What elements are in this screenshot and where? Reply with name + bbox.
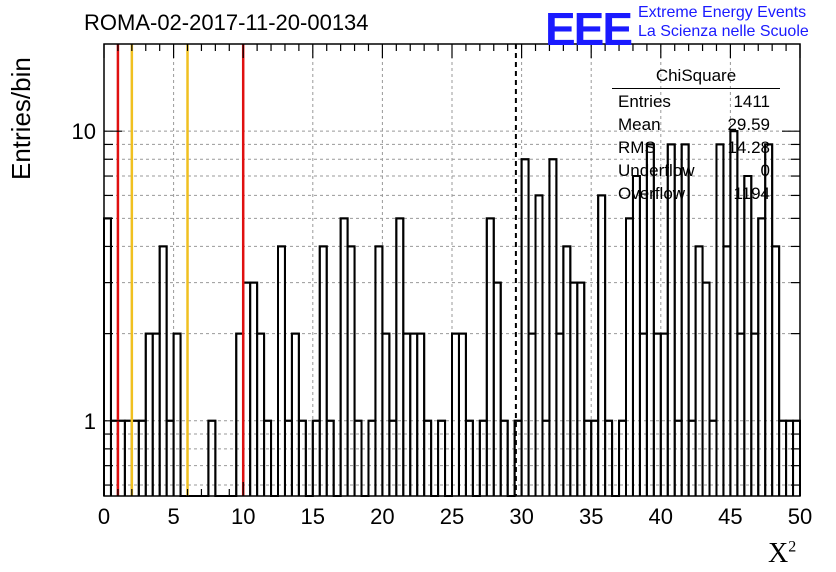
stats-row-entries: Entries 1411 (612, 90, 780, 113)
stats-row-underflow: Underflow 0 (612, 159, 780, 182)
histogram-bin (277, 245, 286, 496)
x-tick-label: 5 (167, 504, 179, 529)
y-tick-label: 1 (84, 409, 96, 434)
histogram-bin (576, 281, 586, 496)
eee-logo: EEE (545, 3, 633, 55)
histogram-bin (492, 281, 502, 496)
reference-lines (116, 44, 517, 496)
histogram-bin (625, 217, 634, 496)
histogram-bin (652, 332, 662, 496)
x-tick-label: 0 (98, 504, 110, 529)
stats-label: Overflow (618, 184, 686, 203)
histogram-bin (457, 332, 467, 496)
stats-label: Entries (618, 92, 671, 111)
x-tick-label: 30 (509, 504, 533, 529)
histogram-bin (256, 332, 266, 496)
histogram-bin (451, 332, 460, 496)
histogram-bin (701, 281, 711, 496)
histogram-bin (631, 175, 641, 496)
histogram-bin (290, 332, 300, 496)
stats-row-mean: Mean 29.59 (612, 113, 780, 136)
stats-value: 1411 (733, 92, 770, 111)
x-axis-label: X2 (768, 538, 797, 569)
histogram-bin (562, 245, 572, 496)
histogram-bin (659, 332, 669, 496)
histogram-bin (485, 217, 495, 496)
x-tick-label: 10 (231, 504, 255, 529)
x-tick-label: 50 (788, 504, 812, 529)
histogram-bin (534, 194, 544, 496)
y-axis-label: Entries/bin (6, 57, 36, 180)
x-tick-label: 40 (649, 504, 673, 529)
stats-label: RMS (618, 138, 656, 157)
histogram-bin (249, 281, 259, 496)
histogram-bin (318, 245, 328, 496)
histogram-bin (416, 332, 426, 496)
histogram-bin (374, 245, 384, 496)
ticks: 0 5 10 15 20 25 30 35 40 45 50 1 10 (72, 44, 812, 529)
run-title: ROMA-02-2017-11-20-00134 (84, 10, 369, 35)
stats-row-overflow: Overflow 1194 (612, 182, 780, 205)
histogram-bin (569, 281, 579, 496)
x-tick-label: 20 (370, 504, 394, 529)
histogram-bin (520, 158, 530, 496)
stats-value: 14.28 (727, 138, 770, 157)
histogram-bin (144, 332, 154, 496)
stats-value: 1194 (733, 184, 770, 203)
histogram-bin (743, 175, 753, 496)
histogram-bin (103, 217, 112, 496)
histogram-bin (694, 245, 704, 496)
histogram-bin (750, 332, 760, 496)
stats-title: ChiSquare (612, 66, 780, 89)
x-tick-label: 35 (579, 504, 603, 529)
histogram-bin (151, 332, 161, 496)
stats-value: 0 (760, 161, 770, 180)
stats-label: Underflow (618, 161, 695, 180)
histogram-bin (381, 332, 391, 496)
histogram-bin (339, 217, 349, 496)
logo-line-1: Extreme Energy Events (638, 4, 807, 21)
histogram-bin (395, 217, 405, 496)
y-tick-label: 10 (72, 119, 96, 144)
histogram-bin (722, 245, 732, 496)
histogram-bin (527, 332, 537, 496)
stats-label: Mean (618, 115, 661, 134)
x-tick-label: 15 (301, 504, 325, 529)
histogram-bin (555, 332, 565, 496)
histogram-bin (736, 332, 746, 496)
x-tick-label: 45 (718, 504, 742, 529)
stats-row-rms: RMS 14.28 (612, 136, 780, 159)
x-tick-label: 25 (440, 504, 464, 529)
histogram-bin (346, 245, 356, 496)
stats-box: ChiSquare Entries 1411 Mean 29.59 RMS 14… (612, 66, 780, 205)
histogram-bin (548, 158, 558, 496)
histogram-bin (158, 245, 168, 496)
histogram-bin (402, 332, 412, 496)
histogram-bin (409, 332, 419, 496)
histogram-bin (172, 332, 182, 496)
histogram-bin (771, 245, 781, 496)
histogram-bin (757, 217, 767, 496)
histogram-bin (638, 332, 648, 496)
stats-value: 29.59 (727, 115, 770, 134)
logo-line-2: La Scienza nelle Scuole (638, 23, 809, 40)
histogram-bin (597, 194, 607, 496)
